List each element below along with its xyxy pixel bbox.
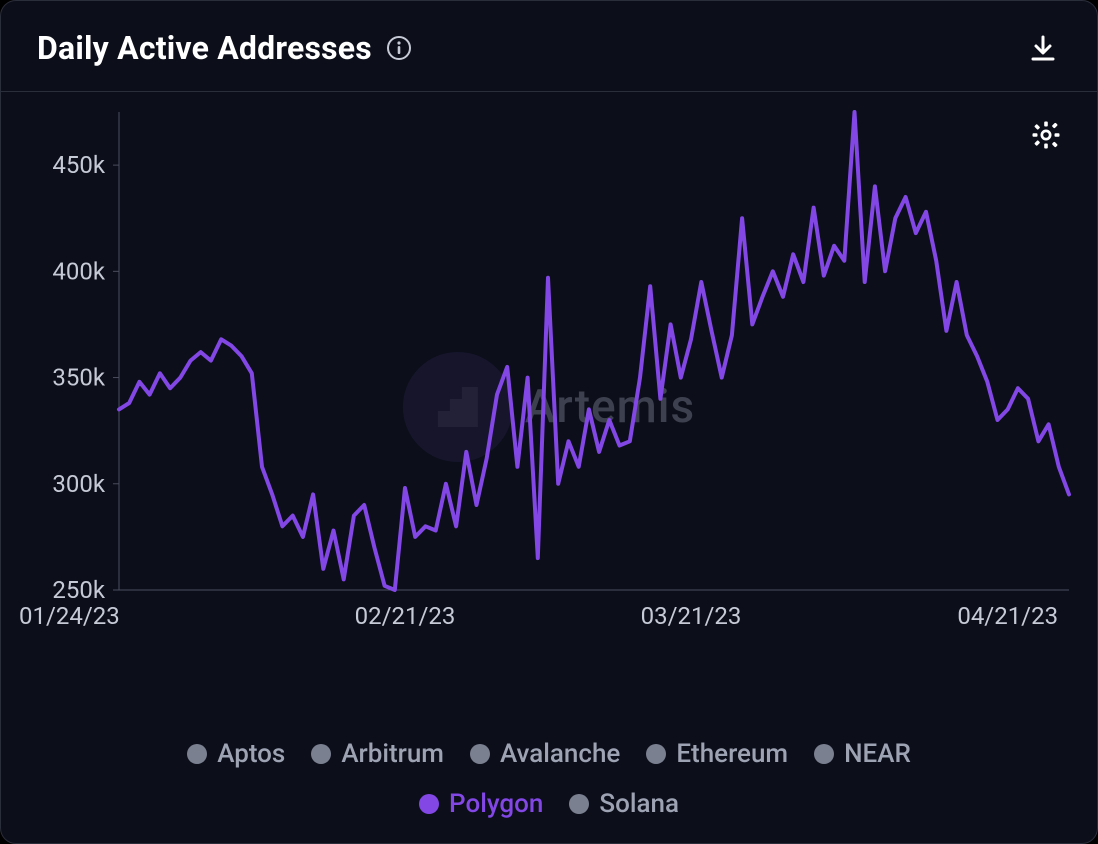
card-header: Daily Active Addresses [1, 1, 1097, 92]
y-tick-label: 350k [52, 364, 105, 392]
legend: Aptos Arbitrum Avalanche Ethereum NEAR Polygo… [1, 739, 1097, 819]
chart-title: Daily Active Addresses [37, 29, 372, 67]
legend-dot [814, 744, 834, 764]
download-button[interactable] [1025, 30, 1061, 66]
legend-item-aptos[interactable]: Aptos [187, 739, 285, 769]
chart-card: Daily Active Addresses [0, 0, 1098, 844]
legend-item-avalanche[interactable]: Avalanche [470, 739, 620, 769]
legend-item-arbitrum[interactable]: Arbitrum [311, 739, 444, 769]
legend-label: Solana [599, 789, 679, 819]
legend-label: Avalanche [500, 739, 620, 769]
legend-label: Ethereum [676, 739, 788, 769]
legend-item-ethereum[interactable]: Ethereum [646, 739, 788, 769]
legend-label: Aptos [217, 739, 285, 769]
legend-dot [419, 794, 439, 814]
chart-area: Artemis 250k300k350k400k450k01/24/2302/2… [1, 92, 1097, 732]
x-tick-label: 04/21/23 [957, 602, 1058, 630]
legend-item-near[interactable]: NEAR [814, 739, 911, 769]
x-tick-label: 03/21/23 [641, 602, 742, 630]
y-tick-label: 250k [52, 576, 105, 604]
y-tick-label: 450k [52, 151, 105, 179]
legend-label: Arbitrum [341, 739, 444, 769]
legend-dot [470, 744, 490, 764]
settings-button[interactable] [1031, 120, 1061, 150]
legend-dot [187, 744, 207, 764]
info-icon[interactable] [386, 35, 412, 61]
legend-item-polygon[interactable]: Polygon [419, 789, 543, 819]
legend-dot [646, 744, 666, 764]
legend-dot [311, 744, 331, 764]
x-tick-label: 02/21/23 [355, 602, 456, 630]
title-wrap: Daily Active Addresses [37, 29, 412, 67]
y-tick-label: 400k [52, 257, 105, 285]
legend-label: Polygon [449, 789, 543, 819]
legend-item-solana[interactable]: Solana [569, 789, 679, 819]
series-polygon [119, 112, 1069, 590]
line-chart: 250k 300k 350k 400k 450k 01/24/23 02/21/23 03/2… [1, 92, 1098, 732]
legend-dot [569, 794, 589, 814]
y-tick-label: 300k [52, 470, 105, 498]
legend-label: NEAR [844, 739, 911, 769]
x-tick-label: 01/24/23 [19, 602, 120, 630]
